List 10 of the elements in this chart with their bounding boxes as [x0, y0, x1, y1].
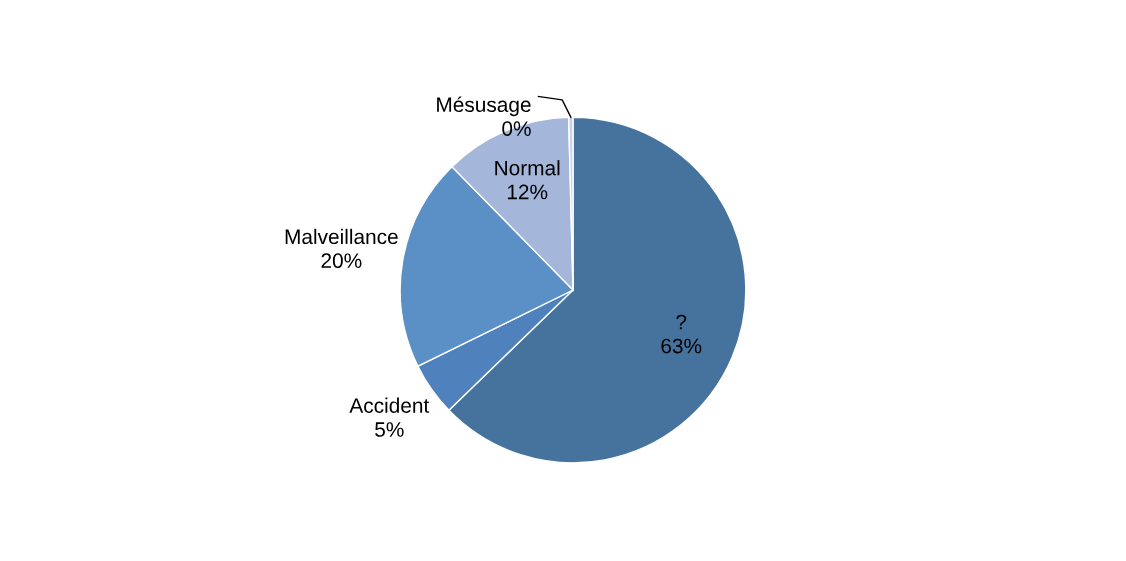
- slice-label: Accident: [349, 397, 430, 413]
- data-label: 20%: [321, 253, 362, 269]
- data-label: 0%: [502, 121, 531, 136]
- slice-label: Mésusage: [437, 96, 531, 117]
- data-label: 12%: [507, 184, 548, 200]
- slice-label: ?: [676, 314, 687, 330]
- slice-label: Normal: [495, 160, 560, 176]
- slice-label: Malveillance: [285, 228, 398, 245]
- data-label: 63%: [661, 338, 702, 354]
- data-label: 5%: [375, 422, 404, 437]
